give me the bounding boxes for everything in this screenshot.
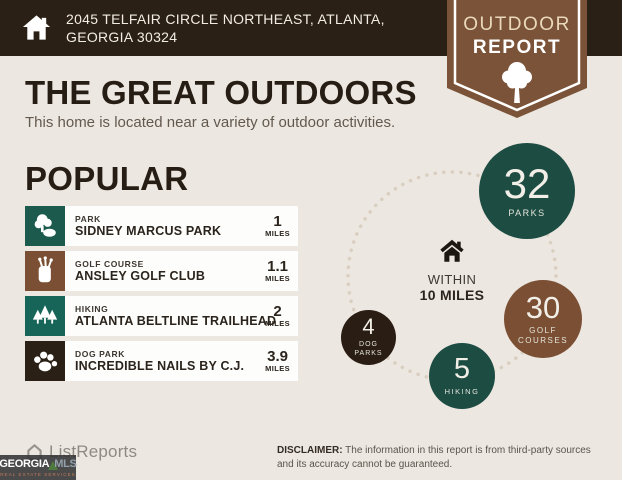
popular-list: PARK SIDNEY MARCUS PARK 1 MILES: [25, 206, 298, 381]
tree-icon: [502, 62, 532, 103]
badge-ribbon-shape: [447, 0, 587, 118]
page-title: THE GREAT OUTDOORS: [25, 74, 417, 111]
item-name: INCREDIBLE NAILS BY C.J.: [75, 359, 245, 373]
radius-center-label: WITHIN 10 MILES: [398, 238, 506, 303]
hiking-icon: [25, 296, 65, 336]
disclaimer-label: DISCLAIMER:: [277, 445, 343, 456]
disclaimer: DISCLAIMER: The information in this repo…: [277, 444, 609, 471]
stat-count: 4: [362, 314, 375, 340]
stat-label: HIKING: [444, 387, 480, 397]
stat-count: 5: [453, 353, 471, 386]
page-subtitle: This home is located near a variety of o…: [25, 114, 396, 131]
within-text: WITHIN: [427, 272, 477, 287]
outdoor-report-badge: OUTDOOR REPORT: [447, 0, 587, 120]
stat-bubble-golf-courses: 30 GOLF COURSES: [504, 280, 582, 358]
park-icon: [25, 206, 65, 246]
list-item-park: PARK SIDNEY MARCUS PARK 1 MILES: [25, 206, 298, 246]
item-category: HIKING: [75, 304, 109, 314]
item-category: PARK: [75, 214, 101, 224]
item-name: ANSLEY GOLF CLUB: [75, 269, 206, 283]
disclaimer-text: The information in this report is from t…: [277, 445, 591, 470]
mountain-icon: [48, 460, 59, 470]
item-distance: 1.1 MILES: [265, 258, 290, 283]
stat-bubble-parks: 32 PARKS: [479, 143, 575, 239]
item-category: DOG PARK: [75, 349, 125, 359]
item-name: SIDNEY MARCUS PARK: [75, 224, 222, 238]
stat-label: PARKS: [508, 207, 546, 218]
list-item-golf: GOLF COURSE ANSLEY GOLF CLUB 1.1 MILES: [25, 251, 298, 291]
watermark-mls: MLS: [54, 457, 77, 470]
property-address: 2045 TELFAIR CIRCLE NORTHEAST, ATLANTA, …: [66, 10, 436, 46]
list-item-dog-park: DOG PARK INCREDIBLE NAILS BY C.J. 3.9 MI…: [25, 341, 298, 381]
item-distance: 3.9 MILES: [265, 348, 290, 373]
miles-text: 10 MILES: [419, 287, 485, 303]
list-item-hiking: HIKING ATLANTA BELTLINE TRAILHEAD 2 MILE…: [25, 296, 298, 336]
badge-text: OUTDOOR REPORT: [447, 14, 587, 59]
stat-label: DOG PARKS: [354, 341, 383, 357]
badge-line1: OUTDOOR: [463, 14, 571, 35]
address-line1: 2045 TELFAIR CIRCLE NORTHEAST, ATLANTA, …: [66, 10, 385, 45]
stat-count: 30: [525, 290, 561, 325]
house-icon: [440, 239, 464, 262]
home-icon: [22, 15, 51, 40]
watermark-georgia: GEORGIA: [0, 457, 50, 470]
stat-bubble-dog-parks: 4 DOG PARKS: [341, 310, 396, 365]
item-category: GOLF COURSE: [75, 259, 144, 269]
stat-label: GOLF COURSES: [517, 326, 569, 345]
popular-heading: POPULAR: [25, 160, 189, 197]
badge-line2: REPORT: [472, 37, 562, 58]
item-name: ATLANTA BELTLINE TRAILHEAD: [75, 314, 277, 328]
stat-bubble-hiking: 5 HIKING: [429, 343, 495, 409]
golf-icon: [25, 251, 65, 291]
item-distance: 2 MILES: [265, 303, 290, 328]
address-line2: 30324: [136, 29, 178, 45]
stat-count: 32: [503, 159, 551, 207]
watermark-tagline: REAL ESTATE SERVICES: [0, 471, 76, 477]
item-distance: 1 MILES: [265, 213, 290, 238]
georgia-mls-watermark: GEORGIA MLS REAL ESTATE SERVICES: [0, 455, 77, 480]
paw-icon: [25, 341, 65, 381]
